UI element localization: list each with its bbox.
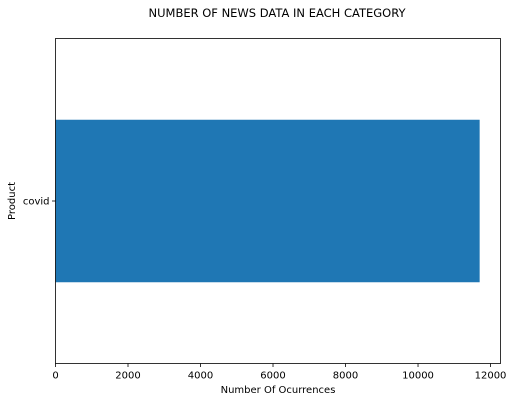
y-ticks: covid: [23, 197, 56, 208]
x-tick-label: 12000: [475, 371, 507, 382]
x-tick-label: 8000: [333, 371, 358, 382]
x-tick-label: 10000: [402, 371, 434, 382]
x-tick-label: 0: [52, 371, 58, 382]
x-tick-label: 2000: [115, 371, 140, 382]
x-tick-label: 6000: [260, 371, 285, 382]
y-axis-label: Product: [7, 182, 18, 220]
y-tick-label: covid: [23, 197, 50, 208]
chart-title: NUMBER OF NEWS DATA IN EACH CATEGORY: [149, 6, 407, 20]
x-axis-label: Number Of Ocurrences: [221, 385, 336, 396]
x-tick-label: 4000: [188, 371, 213, 382]
bar-covid: [55, 119, 480, 283]
x-ticks: 0 2000 4000 6000 8000 10000 12000: [52, 363, 507, 382]
plot-area: 0 2000 4000 6000 8000 10000 12000 covid: [23, 38, 507, 382]
bars: [55, 119, 480, 283]
